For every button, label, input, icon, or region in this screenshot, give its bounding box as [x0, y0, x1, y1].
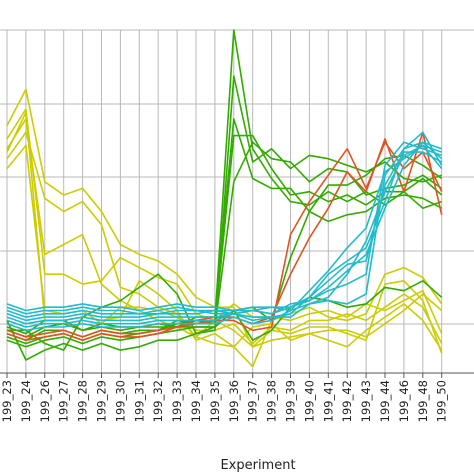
series-line-20 [6, 144, 443, 328]
series-line-16 [6, 141, 443, 315]
series-line-2 [6, 118, 443, 351]
series-line-11 [6, 141, 443, 348]
x-tick-label: 199_24 [19, 380, 33, 422]
x-tick-label: 199_34 [189, 380, 203, 422]
x-tick-label: 199_39 [284, 380, 298, 422]
x-tick-label: 199_36 [227, 380, 241, 422]
series-line-18 [6, 131, 443, 325]
x-tick-label: 199_23 [0, 380, 14, 422]
x-axis-ticks: 199_23 199_24 199_26 199_27 199_28 199_29 199_… [0, 373, 449, 422]
series-line-9 [6, 118, 443, 335]
x-tick-label: 199_29 [95, 380, 109, 422]
x-tick-label: 199_46 [397, 380, 411, 422]
x-tick-label: 199_41 [321, 380, 335, 422]
x-tick-label: 199_30 [113, 380, 127, 422]
x-tick-label: 199_43 [359, 380, 373, 422]
series-line-21 [6, 151, 443, 312]
x-tick-label: 199_37 [246, 380, 260, 422]
x-tick-label: 199_38 [265, 380, 279, 422]
x-tick-label: 199_48 [416, 380, 430, 422]
x-tick-label: 199_32 [151, 380, 165, 422]
x-tick-label: 199_27 [57, 380, 71, 422]
x-tick-label: 199_28 [76, 380, 90, 422]
x-tick-label: 199_33 [170, 380, 184, 422]
series-line-13 [7, 273, 443, 351]
series-line-8 [6, 29, 443, 345]
series-line-17 [6, 141, 442, 322]
x-tick-label: 199_44 [378, 380, 392, 422]
x-tick-label: 199_35 [208, 380, 222, 422]
series-line-22 [6, 144, 442, 332]
x-tick-label: 199_42 [340, 380, 354, 422]
x-tick-label: 199_40 [302, 380, 316, 422]
x-axis-title: Experiment [220, 458, 295, 473]
series-group [6, 29, 443, 368]
series-line-1 [6, 88, 443, 348]
x-tick-label: 199_31 [132, 380, 146, 422]
series-line-4 [6, 131, 443, 354]
series-line-12 [6, 75, 442, 361]
x-tick-label: 199_50 [435, 380, 449, 422]
x-tick-label: 199_26 [38, 380, 52, 422]
